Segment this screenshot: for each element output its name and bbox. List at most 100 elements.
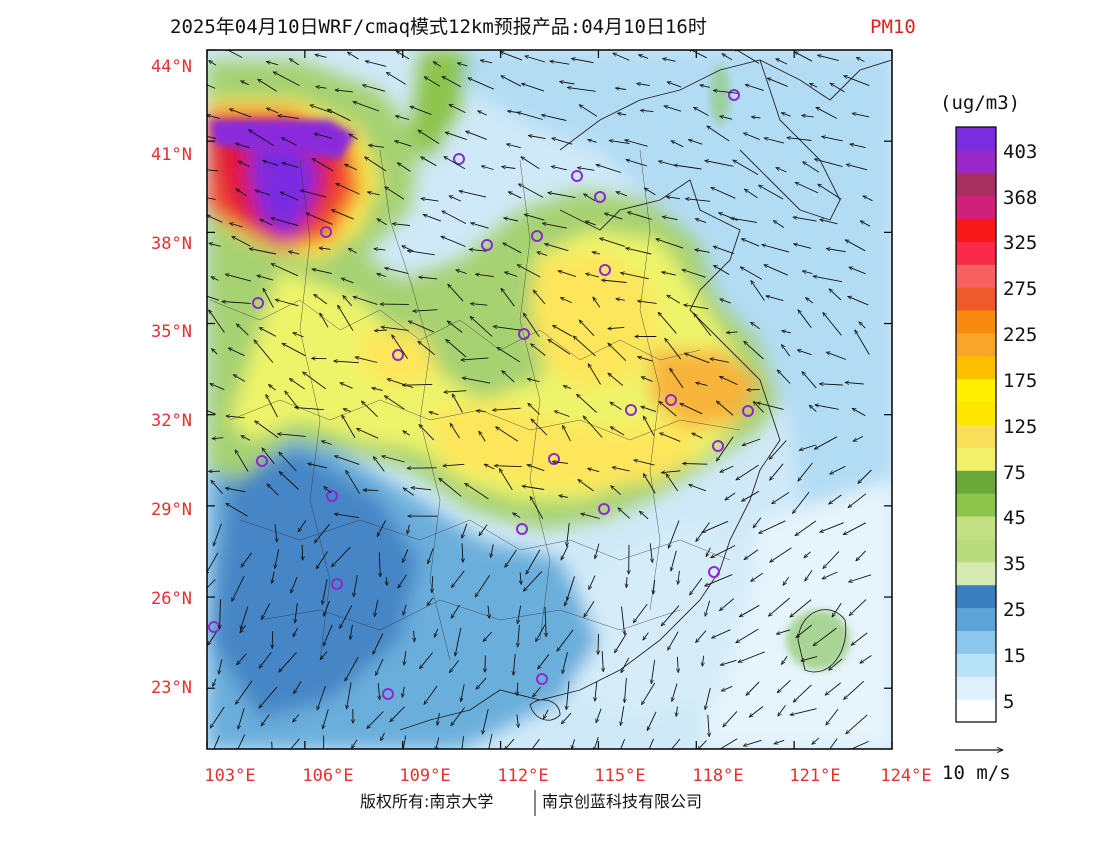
wind-arrow — [802, 271, 813, 275]
colorbar-segment — [956, 401, 996, 425]
wind-arrow — [705, 574, 733, 587]
wind-arrow — [316, 87, 327, 89]
wind-arrow — [334, 361, 359, 363]
colorbar-unit: (ug/m3) — [940, 92, 1020, 114]
lon-tick-label: 121°E — [789, 766, 840, 786]
wind-arrow — [482, 709, 489, 734]
wind-arrow — [690, 577, 703, 595]
wind-arrow — [211, 276, 219, 281]
wind-arrow — [661, 605, 680, 626]
wind-arrow — [335, 90, 353, 92]
wind-arrow — [666, 474, 679, 492]
wind-arrow — [226, 503, 248, 517]
colorbar-segment — [956, 493, 996, 517]
wind-arrow — [858, 469, 872, 484]
wind-arrow — [695, 219, 707, 224]
wind-arrow — [207, 84, 216, 89]
wind-arrow — [846, 714, 868, 734]
wind-arrow — [442, 210, 467, 224]
wind-arrow — [736, 464, 759, 480]
wind-arrow — [402, 686, 404, 698]
wind-arrow — [497, 347, 521, 363]
wind-arrow — [499, 469, 513, 491]
wind-arrow — [554, 411, 570, 417]
wind-arrow — [638, 357, 653, 362]
wind-arrow — [770, 547, 792, 562]
wind-arrow — [829, 289, 842, 301]
wind-arrow — [595, 681, 597, 702]
wind-arrow — [852, 407, 866, 417]
wind-arrow — [819, 384, 843, 385]
wind-arrow — [298, 520, 307, 532]
wind-arrow — [588, 364, 601, 385]
wind-arrow — [642, 682, 656, 705]
wind-arrow — [586, 274, 600, 278]
wind-arrow — [238, 160, 250, 168]
wind-arrow — [588, 468, 600, 473]
wind-arrow — [397, 163, 411, 172]
wind-arrow — [661, 471, 681, 473]
wind-arrow — [538, 654, 550, 669]
wind-arrow — [451, 570, 465, 588]
wind-arrow — [782, 331, 791, 333]
wind-arrow — [261, 603, 271, 620]
wind-arrow — [721, 685, 733, 692]
lat-tick-label: 41°N — [151, 145, 192, 165]
wind-arrow — [289, 379, 305, 390]
wind-arrow — [596, 708, 602, 723]
wind-arrow — [776, 167, 787, 173]
wind-arrow — [584, 600, 595, 617]
wind-arrow — [648, 738, 655, 749]
wind-arrow — [240, 625, 247, 633]
colorbar-segment — [956, 332, 996, 357]
wind-arrow — [262, 448, 275, 465]
wind-arrow — [500, 52, 523, 61]
wind-arrow — [392, 224, 410, 226]
wind-arrow — [279, 652, 297, 672]
wind-arrow — [682, 270, 706, 278]
wind-arrow — [377, 274, 387, 277]
colorbar-segment — [956, 310, 996, 334]
wind-arrow — [621, 273, 649, 280]
wind-arrow — [740, 266, 763, 280]
wind-arrow — [455, 627, 462, 656]
wind-arrow — [321, 441, 332, 445]
lat-tick-label: 29°N — [151, 500, 192, 520]
wind-arrow — [720, 299, 731, 304]
wind-arrow — [372, 388, 383, 391]
wind-arrow — [209, 310, 225, 333]
wind-arrow — [722, 54, 733, 61]
wind-arrow — [493, 326, 521, 331]
wind-arrow — [282, 163, 299, 168]
wind-arrow — [488, 605, 489, 619]
wind-arrow — [289, 251, 300, 255]
colorbar-label: 368 — [1003, 187, 1037, 209]
wind-arrow — [567, 522, 570, 546]
wind-arrow — [716, 401, 734, 416]
wind-arrow — [520, 572, 521, 584]
lon-tick-label: 118°E — [692, 766, 743, 786]
wind-arrow — [523, 313, 540, 337]
colorbar-label: 125 — [1003, 416, 1037, 438]
wind-arrow — [421, 199, 439, 202]
wind-arrow — [844, 76, 870, 87]
wind-arrow — [560, 82, 575, 85]
wind-arrow — [678, 570, 680, 585]
wind-arrow — [563, 597, 569, 606]
wind-arrow — [813, 627, 837, 646]
colorbar-segment — [956, 355, 996, 380]
wind-arrow — [531, 419, 548, 436]
wind-arrow — [319, 248, 331, 249]
wind-arrow — [805, 569, 813, 581]
wind-arrow — [664, 106, 682, 112]
wind-arrow — [845, 382, 864, 384]
wind-arrow — [653, 579, 655, 594]
wind-arrow — [616, 299, 625, 301]
wind-arrow — [212, 438, 224, 439]
wind-arrow — [349, 134, 358, 140]
wind-arrow — [314, 294, 328, 305]
colorbar-label: 15 — [1003, 645, 1026, 667]
wind-arrow — [851, 632, 868, 646]
wind-arrow — [475, 274, 494, 278]
wind-arrow — [646, 711, 657, 731]
